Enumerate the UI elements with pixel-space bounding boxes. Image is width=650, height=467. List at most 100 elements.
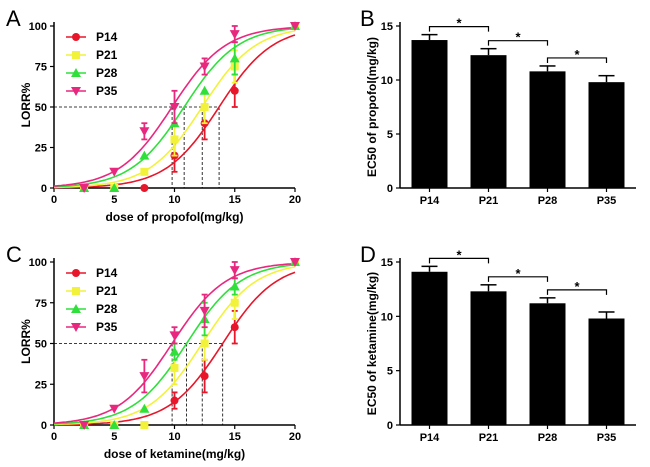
y-tick-label: 10 [381,75,393,87]
data-point [170,396,179,405]
bar [588,318,625,425]
y-tick-label: 5 [387,129,393,141]
bar [529,71,566,188]
data-point [139,372,150,382]
significance-bracket [546,57,608,63]
x-axis-title: dose of propofol(mg/kg) [106,210,244,224]
panel-letter: B [360,6,375,31]
legend-entry: P14 [66,30,118,44]
x-tick-label: 15 [229,194,241,206]
data-point [169,331,180,341]
x-tick-label: P28 [538,195,558,207]
legend-marker [72,33,80,41]
x-tick-label: P35 [597,195,617,207]
bar [470,291,507,425]
x-tick-label: 10 [168,194,180,206]
data-point [140,421,149,429]
legend-label: P14 [96,30,118,44]
x-tick-label: P14 [420,195,440,207]
panel-letter: D [360,242,376,267]
significance-bracket [546,289,608,295]
y-axis-title: LORR% [19,82,33,127]
legend-marker [71,87,81,96]
y-tick-label: 0 [387,183,393,195]
significance-bracket [428,26,490,32]
data-point [109,167,120,177]
legend-marker [72,269,80,277]
data-point [109,404,120,414]
legend-entry: P21 [66,48,118,62]
significance-bracket [487,276,549,282]
data-point [139,403,150,413]
data-point [140,184,149,192]
x-tick-label: 15 [229,431,241,443]
x-axis-title: dose of ketamine(mg/kg) [104,447,245,461]
legend-label: P21 [96,48,118,62]
data-point [229,266,240,276]
data-point [230,86,239,95]
y-axis-title: EC50 of ketamine(mg/kg) [365,272,379,415]
x-tick-label: P21 [479,432,499,444]
significance-star: * [574,279,580,294]
x-tick-label: 5 [111,431,117,443]
panel-a: A 0 5 10 15 20 0 25 50 75 100 dose of propofol(mg/k… [6,6,301,224]
legend-entry: P28 [66,66,118,80]
legend-entry: P14 [66,266,118,280]
y-tick-label: 15 [381,21,393,33]
y-tick-label: 75 [35,298,47,310]
legend-label: P21 [96,284,118,298]
data-point [200,103,209,111]
legend-marker [72,51,80,59]
data-point [79,421,90,430]
panel-letter: A [6,6,21,31]
data-point [170,363,179,372]
data-point [230,298,239,307]
data-point [109,420,120,429]
bar [529,303,566,425]
legend-marker [71,304,81,313]
significance-star: * [456,16,462,31]
bar [411,40,448,188]
bar [411,271,448,425]
y-tick-label: 100 [29,21,47,33]
significance-star: * [574,47,580,62]
significance-bracket [428,257,490,264]
x-tick-label: 20 [289,431,301,443]
x-tick-label: 0 [51,431,57,443]
significance-star: * [515,30,521,45]
data-point [290,258,300,267]
data-point [229,30,240,40]
data-point [79,184,90,193]
data-point [230,323,239,332]
legend-entry: P21 [66,284,118,298]
data-point [169,103,180,112]
legend-label: P35 [96,84,118,98]
legend-marker [71,323,81,332]
y-tick-label: 50 [35,339,47,351]
y-tick-label: 100 [29,257,47,269]
x-tick-label: P28 [538,432,558,444]
data-point [290,22,300,31]
y-tick-label: 50 [35,102,47,114]
legend-entry: P35 [66,84,118,98]
y-tick-label: 10 [381,311,393,323]
data-point [139,150,150,160]
legend-label: P28 [96,66,118,80]
y-tick-label: 15 [381,257,393,269]
x-tick-label: 5 [111,194,117,206]
y-axis-title: LORR% [19,319,33,364]
legend-label: P28 [96,302,118,316]
panel-letter: C [6,242,22,267]
data-point [139,127,150,137]
legend-marker [72,287,80,295]
legend-label: P35 [96,320,118,334]
data-point [200,372,209,381]
x-tick-label: P21 [479,195,499,207]
legend-entry: P28 [66,302,118,316]
y-tick-label: 75 [35,62,47,74]
legend-marker [71,68,81,77]
significance-bracket [487,40,549,46]
data-point [199,85,210,95]
